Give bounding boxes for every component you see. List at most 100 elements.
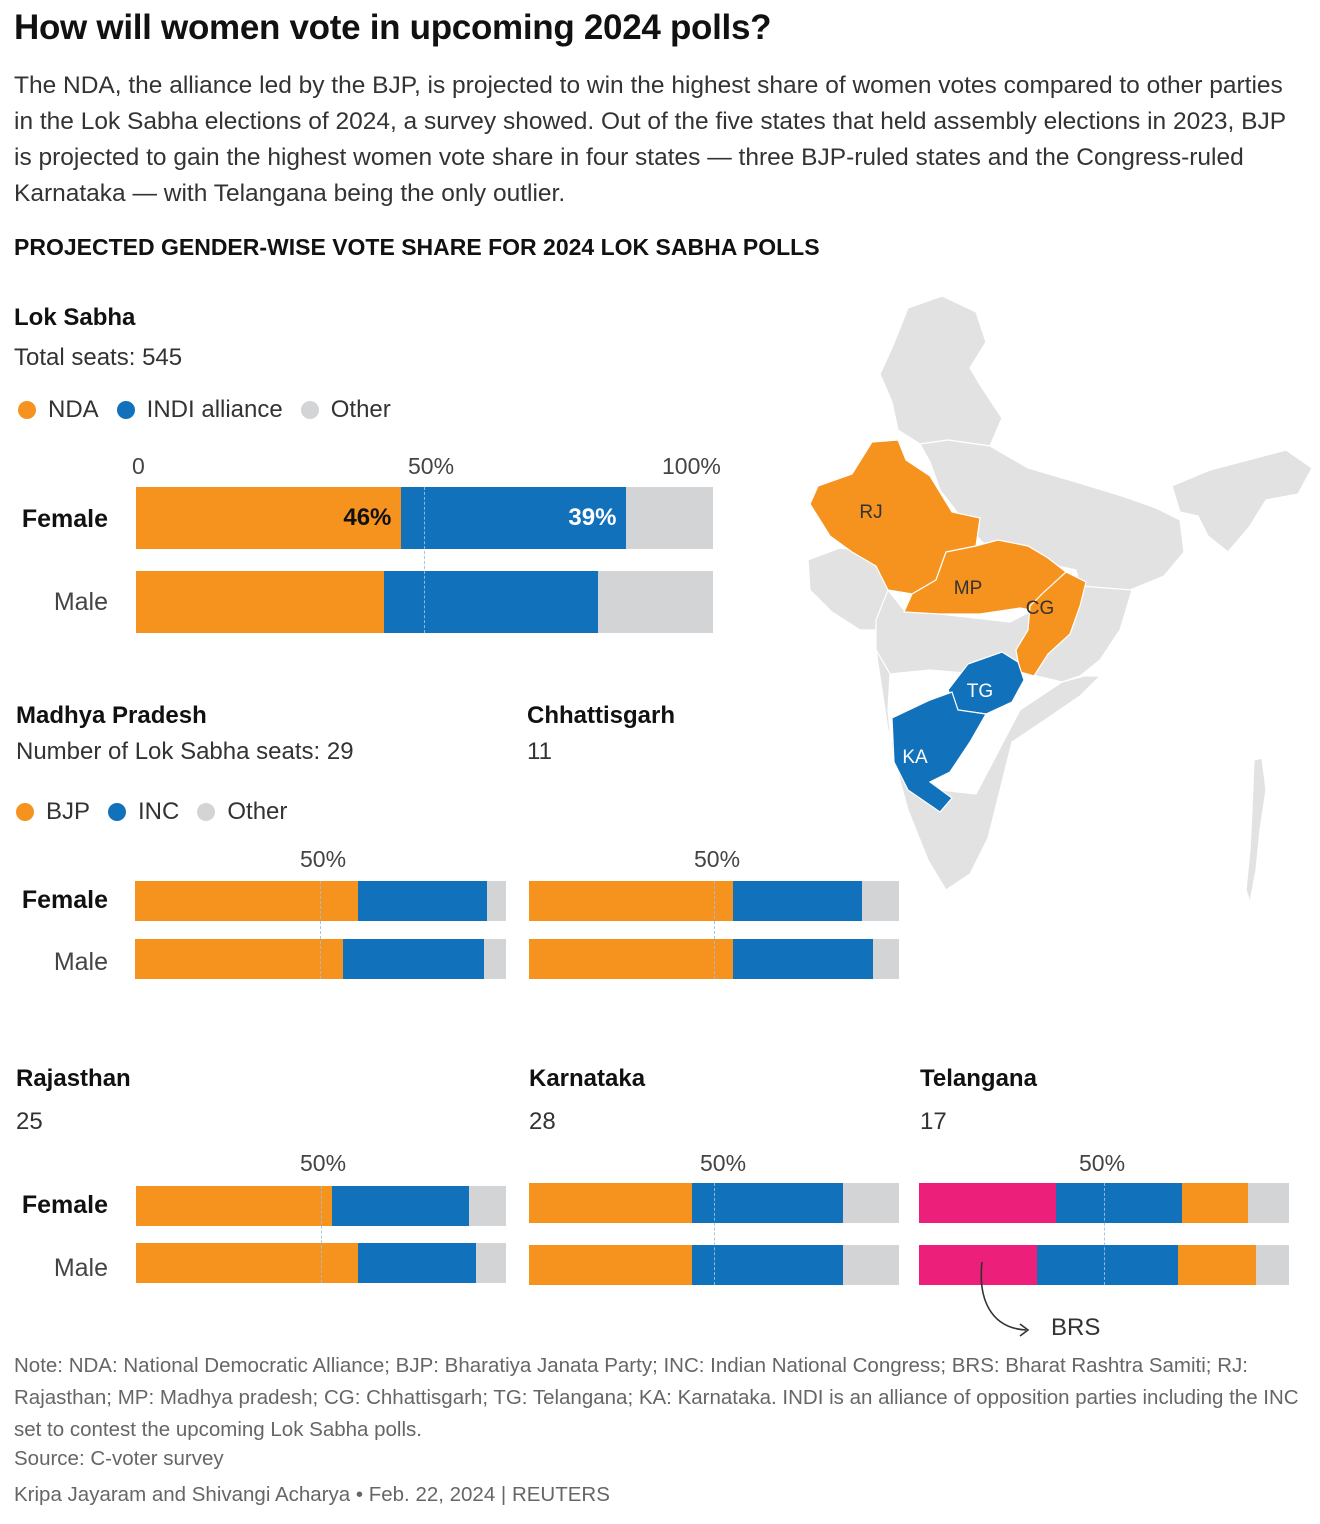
bar-segment-telangana-male-brs (919, 1245, 1038, 1285)
bar-segment-chhattisgarh-male-bjp (529, 939, 733, 979)
bar-segment-telangana-male-inc (1037, 1245, 1178, 1285)
brs-annotation-label: BRS (1051, 1314, 1101, 1341)
cg-bar-male (529, 939, 899, 979)
mp-bar-male (135, 939, 506, 979)
rj-title: Rajasthan (16, 1065, 131, 1092)
ka-bar-female (529, 1183, 899, 1223)
bar-segment-karnataka-male-other (843, 1245, 899, 1285)
legend-label-nda: NDA (48, 396, 99, 423)
map-south-region (875, 649, 1102, 891)
bar-segment-madhya-pradesh-female-inc (357, 881, 488, 921)
lok-sabha-label-male: Male (53, 588, 108, 616)
bar-segment-lok-sabha-female-other (626, 487, 713, 549)
chart-title: How will women vote in upcoming 2024 pol… (14, 8, 772, 47)
bar-segment-telangana-female-inc (1055, 1183, 1182, 1223)
rj-bar-female (136, 1186, 506, 1226)
andaman-islands (1245, 757, 1267, 905)
bar-segment-telangana-female-other (1248, 1183, 1289, 1223)
bar-segment-telangana-male-other (1255, 1245, 1289, 1285)
tg-title: Telangana (920, 1065, 1037, 1092)
legend-label-inc: INC (138, 798, 180, 825)
bar-segment-lok-sabha-female-nda: 46% (136, 487, 402, 549)
legend-dot-other-states (197, 803, 216, 821)
bar-segment-chhattisgarh-female-bjp (529, 881, 733, 921)
mp-midline (320, 881, 321, 979)
bar-segment-karnataka-male-bjp (529, 1245, 692, 1285)
lok-sabha-tick-50: 50% (408, 453, 455, 479)
ka-tick-50: 50% (700, 1150, 747, 1176)
tg-midline (1104, 1183, 1105, 1285)
legend-label-other: Other (330, 396, 391, 423)
lok-sabha-midline (424, 487, 425, 633)
bar-segment-telangana-male-bjp (1177, 1245, 1256, 1285)
brs-annotation-arrow (980, 1261, 1030, 1337)
lok-sabha-tick-100: 100% (662, 453, 721, 479)
bar-segment-rajasthan-female-other (468, 1186, 506, 1226)
lok-sabha-legend: NDA INDI alliance Other (18, 396, 409, 424)
cg-midline (714, 881, 715, 979)
bar-segment-lok-sabha-male-indi-alliance (384, 571, 598, 633)
ka-title: Karnataka (529, 1065, 646, 1092)
cg-tick-50: 50% (694, 846, 741, 872)
ka-bar-male (529, 1245, 899, 1285)
bar-segment-madhya-pradesh-female-bjp (135, 881, 358, 921)
bar-segment-rajasthan-male-inc (358, 1243, 477, 1283)
lok-sabha-seats: Total seats: 545 (14, 344, 183, 371)
lok-sabha-bar-male (136, 571, 713, 633)
legend-label-other-states: Other (227, 798, 288, 825)
rj-tick-50: 50% (300, 1150, 347, 1176)
bar-segment-rajasthan-male-bjp (136, 1243, 358, 1283)
legend-dot-nda (18, 401, 36, 419)
lok-sabha-bar-female: 46% 39% (136, 487, 713, 549)
rj-label-male: Male (53, 1254, 108, 1282)
map-label-rj: RJ (859, 502, 882, 523)
mp-label-female: Female (21, 886, 108, 914)
tg-bar-female (919, 1183, 1289, 1223)
legend-item-inc: INC (108, 798, 179, 826)
bar-segment-madhya-pradesh-female-other (487, 881, 506, 921)
legend-dot-bjp (16, 803, 34, 821)
map-highlight-states (809, 439, 1087, 813)
source-text: Source: C-voter survey (14, 1447, 224, 1470)
bar-segment-karnataka-female-other (843, 1183, 899, 1223)
ka-midline (714, 1183, 715, 1285)
bar-segment-lok-sabha-female-indi-alliance: 39% (401, 487, 627, 549)
mp-seats: Number of Lok Sabha seats: 29 (16, 738, 354, 765)
bar-segment-chhattisgarh-male-other (873, 939, 899, 979)
states-legend: BJP INC Other (16, 798, 305, 826)
bar-segment-chhattisgarh-female-inc (732, 881, 862, 921)
bar-segment-chhattisgarh-male-inc (732, 939, 874, 979)
map-label-ka: KA (902, 747, 928, 768)
mp-tick-50: 50% (300, 846, 347, 872)
legend-dot-other (300, 401, 319, 419)
legend-label-indi: INDI alliance (146, 396, 283, 423)
cg-bar-female (529, 881, 899, 921)
legend-item-other: Other (300, 396, 391, 424)
bar-segment-telangana-female-brs (919, 1183, 1056, 1223)
rj-midline (321, 1186, 322, 1283)
data-label-lok-sabha-female-nda: 46% (343, 504, 392, 531)
lok-sabha-title: Lok Sabha (14, 304, 136, 331)
bar-segment-lok-sabha-male-nda (136, 571, 385, 633)
india-map: RJ MP CG TG KA (807, 295, 1313, 905)
bar-segment-madhya-pradesh-male-other (483, 939, 506, 979)
map-label-mp: MP (954, 578, 983, 599)
tg-bar-male (919, 1245, 1289, 1285)
legend-dot-indi (116, 401, 135, 419)
mp-title: Madhya Pradesh (16, 702, 207, 729)
mp-label-male: Male (53, 948, 108, 976)
bar-segment-chhattisgarh-female-other (862, 881, 899, 921)
bar-segment-rajasthan-male-other (476, 1243, 506, 1283)
map-state-cg (1015, 571, 1087, 677)
map-label-tg: TG (967, 681, 993, 702)
bar-segment-telangana-female-bjp (1181, 1183, 1249, 1223)
map-north-region (879, 295, 1003, 447)
bar-segment-rajasthan-female-inc (332, 1186, 469, 1226)
lok-sabha-tick-0: 0 (132, 453, 145, 479)
legend-dot-inc (108, 803, 127, 821)
cg-title: Chhattisgarh (527, 702, 676, 729)
bar-segment-lok-sabha-male-other (597, 571, 713, 633)
legend-item-indi: INDI alliance (116, 396, 283, 424)
rj-seats: 25 (16, 1108, 43, 1135)
legend-item-other-states: Other (197, 798, 287, 826)
